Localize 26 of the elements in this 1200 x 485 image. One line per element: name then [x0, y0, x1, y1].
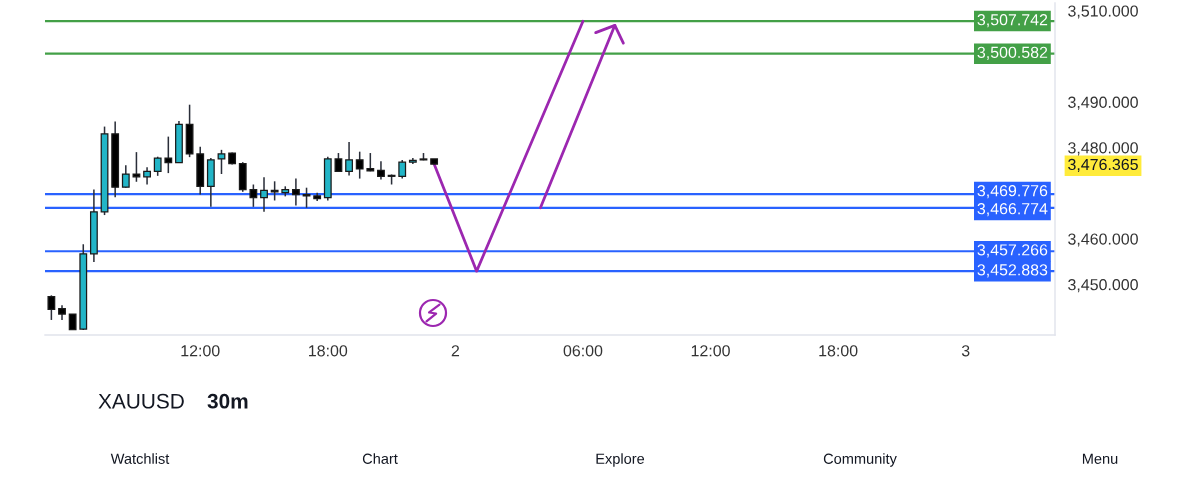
y-tick-label: 3,450.000 [1068, 279, 1138, 293]
y-tick-label: 3,480.000 [1068, 142, 1138, 156]
text: Chart [362, 453, 398, 464]
ref-line-label: 3,507.742 [977, 14, 1048, 28]
y-tick-label: 3,460.000 [1068, 233, 1138, 247]
text: Watchlist [110, 453, 170, 464]
x-tick-label: 3 [961, 345, 970, 357]
y-tick-label: 3,476.365 [1068, 158, 1138, 172]
x-tick-label: 06:00 [563, 345, 603, 357]
ref-line-label: 3,452.883 [977, 264, 1048, 278]
y-tick-label: 3,490.000 [1068, 96, 1138, 110]
text: Community [823, 453, 897, 467]
x-tick-label: 18:00 [309, 345, 348, 357]
y-tick-label: 3,510.000 [1068, 5, 1138, 19]
text: Menu [1082, 453, 1118, 464]
ref-line-label: 3,466.774 [977, 203, 1048, 217]
text: 30m [207, 393, 248, 409]
ref-line-label: 3,500.582 [977, 46, 1048, 60]
text: XAUUSD [98, 393, 184, 409]
text: Explore [596, 453, 645, 467]
x-tick-label: 12:00 [691, 345, 730, 357]
ref-line-label: 3,457.266 [977, 244, 1048, 258]
x-tick-label: 18:00 [819, 345, 858, 357]
x-tick-label: 12:00 [181, 345, 220, 357]
ref-line-label: 3,469.776 [977, 185, 1048, 199]
x-tick-label: 2 [451, 345, 460, 357]
